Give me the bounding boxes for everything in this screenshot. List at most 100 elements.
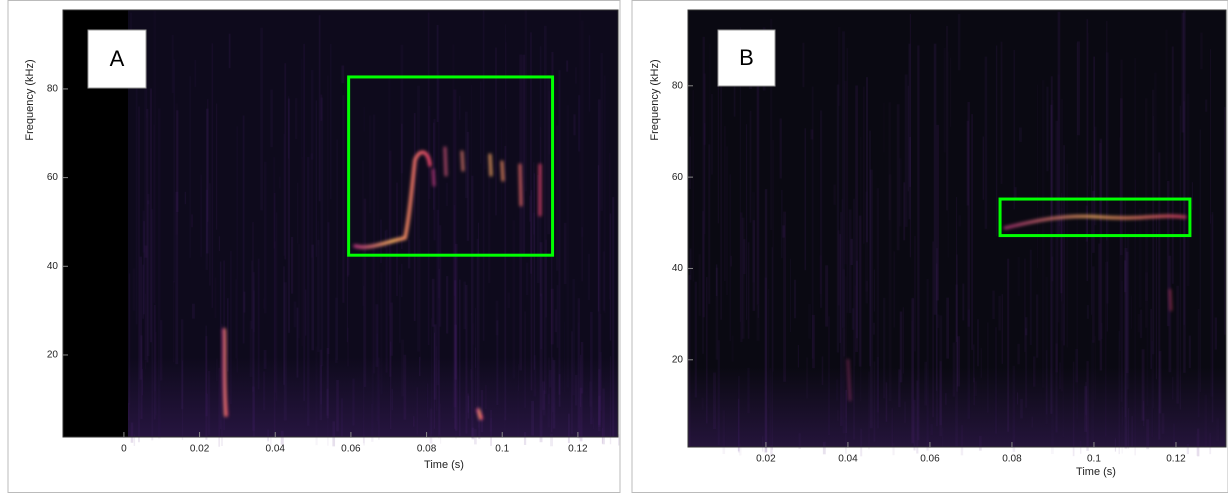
noise-streak xyxy=(524,311,526,408)
noise-streak xyxy=(377,189,379,425)
noise-streak xyxy=(1106,261,1108,332)
noise-streak xyxy=(540,293,543,350)
noise-streak xyxy=(769,368,772,447)
noise-streak xyxy=(1036,294,1039,358)
noise-streak xyxy=(603,75,606,313)
noise-streak xyxy=(1086,361,1089,451)
noise-streak xyxy=(1106,20,1108,241)
noise-streak xyxy=(1072,361,1075,457)
noise-streak xyxy=(1063,145,1066,346)
noise-streak xyxy=(504,42,508,163)
noise-streak xyxy=(1121,280,1123,454)
noise-streak xyxy=(913,399,916,451)
noise-streak xyxy=(504,417,506,431)
noise-streak xyxy=(153,304,156,420)
noise-streak xyxy=(743,239,746,275)
noise-streak xyxy=(806,357,809,399)
noise-streak xyxy=(533,173,536,370)
noise-streak xyxy=(747,367,750,414)
noise-streak xyxy=(270,434,272,446)
noise-streak xyxy=(440,403,442,444)
noise-streak xyxy=(574,374,578,406)
noise-streak xyxy=(1025,328,1028,408)
noise-streak xyxy=(898,369,901,408)
y-tick-label: 20 xyxy=(47,350,59,361)
noise-streak xyxy=(429,408,433,444)
noise-streak xyxy=(327,75,329,446)
noise-streak xyxy=(566,105,570,388)
noise-streak xyxy=(868,371,870,450)
noise-streak xyxy=(1204,394,1208,448)
noise-streak xyxy=(301,157,303,347)
noise-streak xyxy=(967,309,971,419)
noise-streak xyxy=(205,325,208,395)
noise-streak xyxy=(556,285,559,348)
noise-streak xyxy=(275,212,278,401)
noise-streak xyxy=(932,241,934,418)
noise-streak xyxy=(1134,179,1137,239)
noise-streak xyxy=(1055,343,1058,433)
noise-streak xyxy=(698,254,701,316)
noise-streak xyxy=(869,130,872,367)
noise-streak xyxy=(1076,41,1080,136)
noise-streak xyxy=(243,291,246,313)
noise-streak xyxy=(1211,212,1214,423)
noise-streak xyxy=(566,60,569,72)
noise-streak xyxy=(841,199,844,426)
noise-streak xyxy=(909,13,911,258)
noise-streak xyxy=(1151,89,1155,355)
noise-streak xyxy=(438,359,440,439)
panel-label: B xyxy=(739,45,754,70)
noise-streak xyxy=(797,345,799,368)
x-tick-label: 0.06 xyxy=(920,454,940,465)
noise-streak xyxy=(483,155,487,170)
noise-streak xyxy=(597,165,600,312)
noise-streak xyxy=(790,258,792,333)
noise-streak xyxy=(740,212,743,343)
noise-streak xyxy=(552,360,556,429)
detection-box xyxy=(347,75,555,257)
noise-streak xyxy=(180,319,184,410)
noise-streak xyxy=(738,443,742,456)
noise-streak xyxy=(263,161,267,314)
noise-streak xyxy=(347,245,350,276)
noise-streak xyxy=(898,158,902,227)
y-tick-label: 40 xyxy=(672,263,684,274)
noise-streak xyxy=(843,328,846,357)
noise-streak xyxy=(1050,76,1053,219)
noise-streak xyxy=(726,146,728,296)
noise-streak xyxy=(1085,381,1087,416)
noise-streak xyxy=(1025,317,1028,336)
noise-streak xyxy=(260,27,263,211)
noise-streak xyxy=(1017,256,1020,296)
noise-streak xyxy=(976,319,979,367)
noise-streak xyxy=(1000,41,1003,184)
noise-streak xyxy=(218,236,221,251)
noise-streak xyxy=(519,54,523,371)
noise-streak xyxy=(839,234,841,343)
noise-streak xyxy=(600,52,603,211)
noise-streak xyxy=(200,174,203,257)
noise-streak xyxy=(297,243,301,339)
noise-streak xyxy=(828,316,830,436)
noise-streak xyxy=(144,245,148,258)
noise-streak xyxy=(548,357,550,404)
noise-streak xyxy=(579,10,581,190)
noise-streak xyxy=(320,97,324,367)
noise-streak xyxy=(548,91,551,155)
noise-streak xyxy=(403,354,407,420)
noise-streak xyxy=(1176,285,1179,404)
noise-streak xyxy=(902,307,905,374)
noise-streak xyxy=(768,288,770,409)
noise-streak xyxy=(702,36,705,318)
noise-streak xyxy=(1020,398,1023,419)
noise-streak xyxy=(1146,218,1149,406)
noise-streak xyxy=(284,63,287,260)
noise-streak xyxy=(176,110,179,213)
noise-streak xyxy=(151,209,154,441)
noise-streak xyxy=(160,320,163,381)
noise-streak xyxy=(943,47,946,153)
noise-streak xyxy=(1036,84,1039,268)
noise-streak xyxy=(329,43,332,200)
noise-streak xyxy=(1045,350,1048,415)
